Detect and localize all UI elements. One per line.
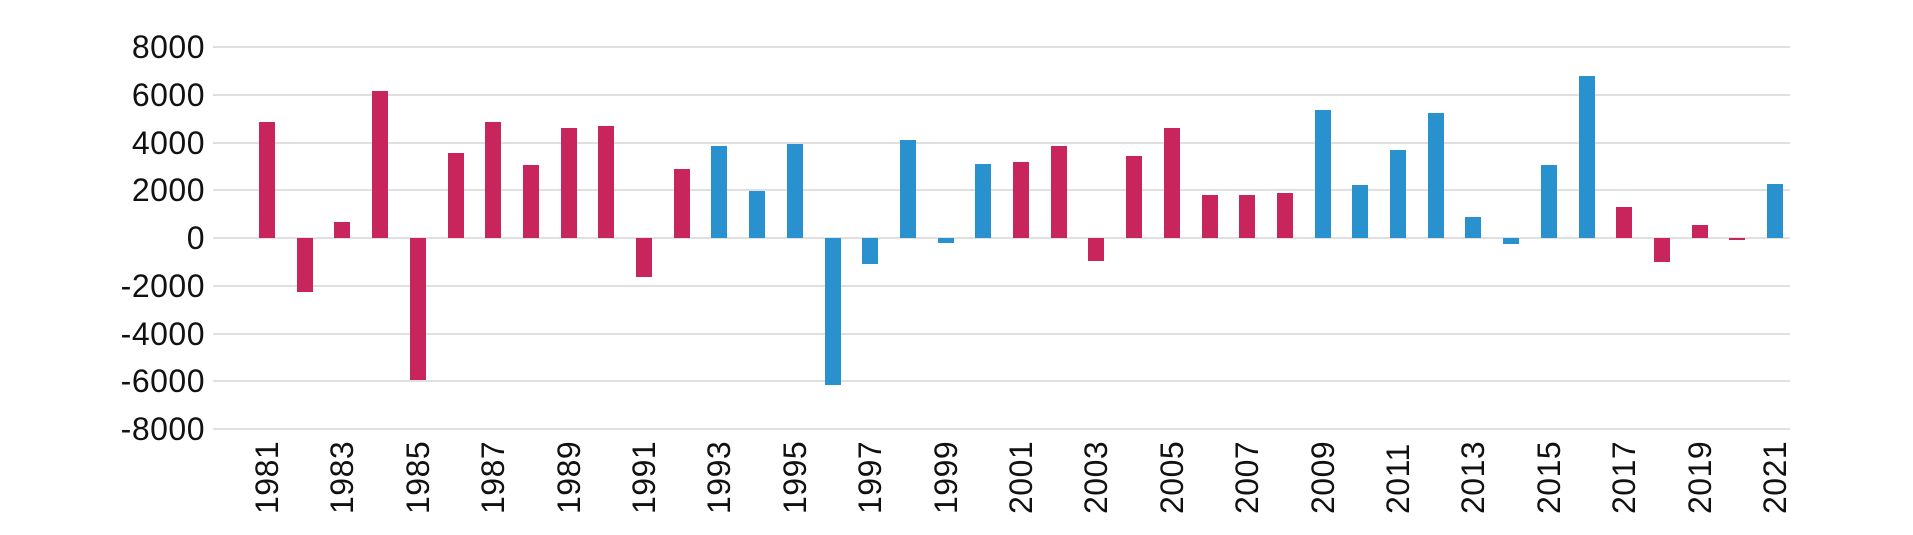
x-axis-tick-label-2015: 2015 xyxy=(1530,440,1567,514)
bar-2021 xyxy=(1767,184,1783,238)
bar-2000 xyxy=(975,163,992,238)
bar-1986 xyxy=(447,153,464,238)
x-axis-tick-label-2021: 2021 xyxy=(1757,440,1793,514)
x-axis-tick-label-1993: 1993 xyxy=(701,440,738,514)
x-axis-tick-label-2011: 2011 xyxy=(1380,443,1416,514)
x-axis-tick-label-1987: 1987 xyxy=(475,440,512,514)
y-axis-tick-label: -6000 xyxy=(120,363,205,400)
x-axis-tick-label-1989: 1989 xyxy=(550,440,587,514)
bar-2016 xyxy=(1578,75,1595,238)
bar-2004 xyxy=(1126,155,1143,238)
bar-2011 xyxy=(1390,149,1406,238)
y-axis-tick-label: -8000 xyxy=(120,411,205,447)
x-axis-tick-label-2017: 2017 xyxy=(1606,440,1643,514)
bar-1988 xyxy=(522,165,539,238)
gridline xyxy=(213,284,1790,287)
bar-2014 xyxy=(1503,238,1520,244)
bar-2015 xyxy=(1540,165,1557,238)
bar-1995 xyxy=(786,143,803,238)
bar-1997 xyxy=(862,238,879,265)
bar-1994 xyxy=(749,191,766,238)
bar-1999 xyxy=(937,238,954,243)
y-axis-tick-label: 8000 xyxy=(131,29,205,65)
bar-1991 xyxy=(636,238,652,277)
x-axis-tick-label-2001: 2001 xyxy=(1003,440,1039,514)
bar-1985 xyxy=(409,238,426,381)
x-axis-tick-label-1999: 1999 xyxy=(927,440,964,514)
bar-2010 xyxy=(1352,185,1369,238)
x-axis-tick-label-1985: 1985 xyxy=(399,440,436,514)
x-axis-tick-label-2019: 2019 xyxy=(1681,440,1718,514)
gridline xyxy=(213,332,1790,335)
x-axis-tick-label-1997: 1997 xyxy=(852,440,889,514)
bar-2007 xyxy=(1239,195,1256,238)
bar-2012 xyxy=(1427,112,1444,238)
bar-2003 xyxy=(1088,238,1105,261)
bar-1989 xyxy=(560,128,577,238)
gridline xyxy=(213,189,1790,192)
bar-1983 xyxy=(334,221,351,238)
x-axis-tick-label-2013: 2013 xyxy=(1455,440,1492,514)
y-axis-tick-label: 0 xyxy=(186,220,205,256)
bar-1981 xyxy=(259,122,275,238)
bar-1987 xyxy=(485,122,502,238)
x-axis-tick-label-2007: 2007 xyxy=(1229,440,1266,514)
bar-2001 xyxy=(1013,161,1029,238)
bar-1990 xyxy=(598,125,615,238)
bar-2008 xyxy=(1276,192,1293,238)
bar-2002 xyxy=(1050,146,1067,238)
x-axis-tick-label-2009: 2009 xyxy=(1304,440,1341,514)
x-axis-tick-label-1981: 1981 xyxy=(249,440,285,514)
bar-1998 xyxy=(899,140,916,238)
bar-1984 xyxy=(372,91,389,238)
bar-2017 xyxy=(1616,206,1633,238)
x-axis-tick-label-2003: 2003 xyxy=(1078,440,1115,514)
bar-2019 xyxy=(1691,224,1708,238)
x-axis-tick-label-2005: 2005 xyxy=(1153,440,1190,514)
bar-1996 xyxy=(824,238,841,385)
x-axis-tick-label-1983: 1983 xyxy=(324,440,361,514)
gridline xyxy=(213,93,1790,96)
bar-1982 xyxy=(296,238,313,293)
bar-2013 xyxy=(1465,216,1482,238)
bar-2009 xyxy=(1314,110,1331,238)
y-axis-tick-label: -4000 xyxy=(120,315,205,352)
y-axis-tick-label: -2000 xyxy=(120,267,205,304)
y-axis-tick-label: 2000 xyxy=(131,172,205,209)
bar-2020 xyxy=(1729,238,1746,241)
gridline xyxy=(213,380,1790,383)
bar-1993 xyxy=(711,146,728,238)
y-axis-tick-label: 6000 xyxy=(131,76,205,113)
x-axis-tick-label-1991: 1991 xyxy=(626,440,662,514)
gridline xyxy=(213,46,1790,48)
bar-2006 xyxy=(1201,195,1218,238)
gridline xyxy=(213,428,1790,430)
x-axis-tick-label-1995: 1995 xyxy=(776,440,813,514)
bar-2018 xyxy=(1653,238,1670,262)
gridline xyxy=(213,141,1790,144)
y-axis-tick-label: 4000 xyxy=(131,124,205,161)
bar-2005 xyxy=(1163,128,1180,238)
bar-1992 xyxy=(673,168,690,238)
gridline xyxy=(213,237,1790,239)
